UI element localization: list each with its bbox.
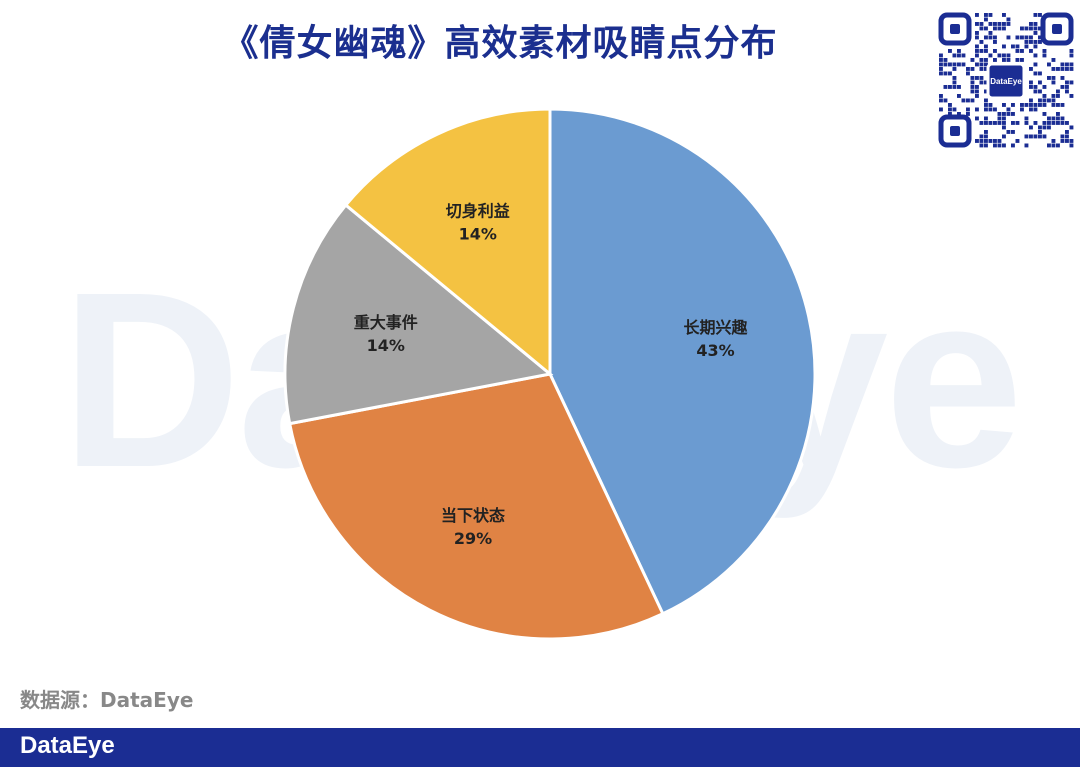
slice-percent-2: 14% xyxy=(367,336,405,355)
pie-slice-2[interactable] xyxy=(283,202,554,426)
chart-title: 《倩女幽魂》高效素材吸睛点分布 xyxy=(222,23,778,64)
pie-slice-3[interactable] xyxy=(343,107,552,378)
qr-modules xyxy=(939,13,1074,148)
slice-percent-3: 14% xyxy=(459,225,497,244)
slice-label-3: 切身利益 xyxy=(446,202,510,221)
qr-code[interactable]: DataEye xyxy=(938,12,1074,148)
pie-slice-1[interactable] xyxy=(287,372,665,641)
data-source: 数据源：DataEye xyxy=(20,688,194,712)
slice-percent-1: 29% xyxy=(454,529,492,548)
qr-logo-text: DataEye xyxy=(990,77,1022,86)
qr-logo-badge xyxy=(986,62,1026,100)
slice-label-1: 当下状态 xyxy=(441,506,505,525)
footer-bar: DataEye xyxy=(0,728,1080,767)
slice-percent-0: 43% xyxy=(696,341,734,360)
slice-label-0: 长期兴趣 xyxy=(684,318,749,337)
slice-label-2: 重大事件 xyxy=(354,313,418,332)
pie-slice-0[interactable] xyxy=(548,107,817,616)
footer-logo: DataEye xyxy=(20,732,115,759)
